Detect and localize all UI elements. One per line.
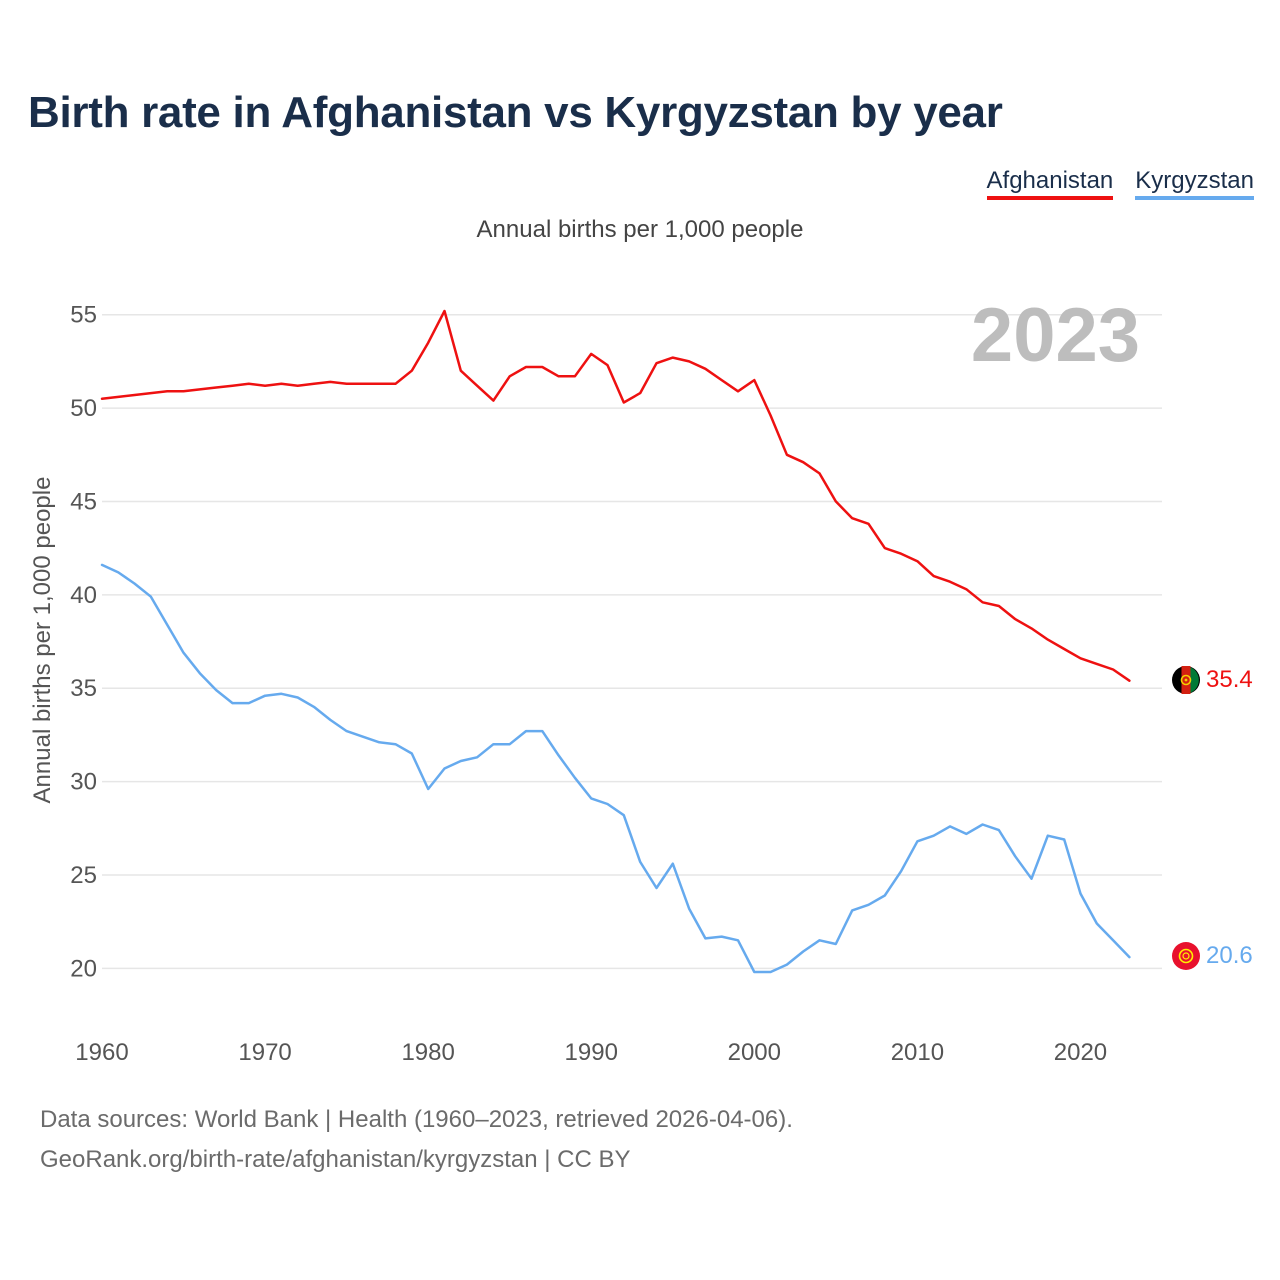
y-tick-label: 35	[70, 675, 97, 702]
y-tick-label: 30	[70, 769, 97, 796]
year-watermark: 2023	[971, 293, 1140, 378]
y-tick-label: 50	[70, 395, 97, 422]
legend: Afghanistan Kyrgyzstan	[986, 166, 1254, 200]
series-line-afghanistan	[100, 309, 1131, 682]
legend-item-afghanistan[interactable]: Afghanistan	[986, 166, 1114, 200]
y-tick-label: 25	[70, 862, 97, 889]
y-axis-label: Annual births per 1,000 people	[29, 477, 56, 804]
x-tick-label: 1990	[565, 1039, 618, 1066]
end-label-kyrgyzstan: 20.6	[1206, 942, 1253, 969]
legend-item-kyrgyzstan[interactable]: Kyrgyzstan	[1135, 166, 1254, 200]
x-tick-label: 1960	[75, 1039, 128, 1066]
series-layer	[100, 309, 1131, 974]
x-tick-label: 2000	[728, 1039, 781, 1066]
end-label-afghanistan: 35.4	[1206, 666, 1253, 693]
grid-layer	[102, 313, 1162, 970]
x-tick-label: 2010	[891, 1039, 944, 1066]
footer-link[interactable]: GeoRank.org/birth-rate/afghanistan/kyrgy…	[40, 1146, 631, 1173]
axis-layer: 20 25 30 35 40 45 50 55 1960 1970 1980 1990 2000 2010…	[70, 302, 1107, 1066]
y-tick-label: 20	[70, 955, 97, 982]
y-tick-label: 40	[70, 582, 97, 609]
y-tick-label: 55	[70, 302, 97, 329]
chart-title: Birth rate in Afghanistan vs Kyrgyzstan …	[28, 88, 1003, 137]
x-tick-label: 2020	[1054, 1039, 1107, 1066]
footer-source: Data sources: World Bank | Health (1960–…	[40, 1106, 793, 1133]
y-tick-label: 45	[70, 488, 97, 515]
afghanistan-flag-icon	[1172, 666, 1200, 694]
series-line-kyrgyzstan	[100, 563, 1131, 974]
kyrgyzstan-flag-icon	[1172, 942, 1200, 970]
x-tick-label: 1970	[238, 1039, 291, 1066]
x-tick-label: 1980	[401, 1039, 454, 1066]
chart-subtitle: Annual births per 1,000 people	[476, 216, 804, 243]
